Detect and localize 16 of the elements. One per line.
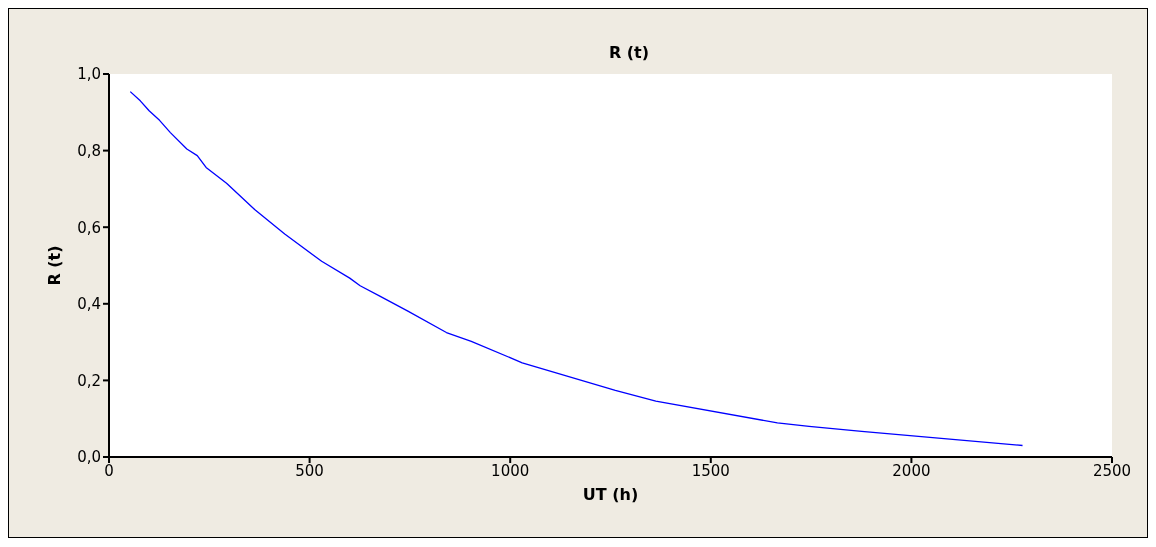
x-tick-label: 500	[295, 461, 324, 480]
y-tick-label: 0,6	[77, 218, 101, 237]
y-tick-label: 0,2	[77, 371, 101, 390]
x-tick-label: 1000	[491, 461, 530, 480]
x-tick-label: 1500	[691, 461, 730, 480]
x-axis-title: UT (h)	[582, 485, 639, 504]
x-tick-label: 0	[104, 461, 114, 480]
x-tick-label: 2000	[892, 461, 931, 480]
y-tick-label: 0,4	[77, 295, 101, 314]
y-tick-label: 0,8	[77, 141, 101, 160]
y-tick-label: 0,0	[77, 448, 101, 467]
y-axis-title: R (t)	[44, 245, 64, 286]
y-tick-label: 1,0	[77, 65, 101, 84]
chart-title: R (t)	[607, 43, 651, 62]
line-series	[129, 90, 1024, 447]
x-tick-label: 2500	[1092, 461, 1132, 480]
